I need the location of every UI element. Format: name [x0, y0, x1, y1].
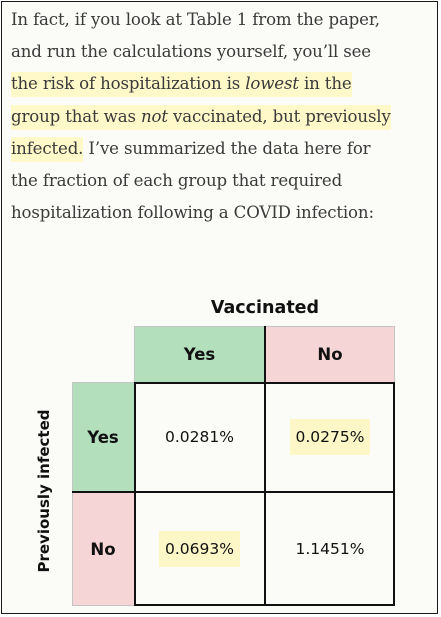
- paragraph-line-4-start: group that was: [11, 106, 141, 126]
- highlighted-text: infected.: [11, 136, 83, 162]
- value-no-no: 1.1451%: [295, 540, 365, 558]
- cell-yes-no: 0.0275%: [265, 382, 395, 492]
- paragraph-line-1: In fact, if you look at Table 1 from the…: [11, 10, 380, 29]
- header-border: [134, 326, 135, 382]
- previously-infected-row-title: Previously infected: [35, 409, 53, 573]
- cell-no-yes: 0.0693%: [134, 492, 265, 606]
- value-yes-no: 0.0275%: [289, 419, 371, 455]
- header-infected-no: No: [72, 492, 134, 606]
- paragraph-line-3: the risk of hospitalization is lowest in…: [11, 68, 436, 100]
- emphasis-not: not: [140, 106, 168, 126]
- cell-yes-yes: 0.0281%: [134, 382, 265, 492]
- value-yes-yes: 0.0281%: [165, 428, 234, 446]
- paragraph-line-2: and run the calculations yourself, you’l…: [11, 42, 371, 62]
- paragraph-line-6: the fraction of each group that required: [11, 170, 343, 190]
- paragraph-line-4-end: vaccinated, but previously: [167, 106, 391, 126]
- value-no-yes: 0.0693%: [159, 531, 240, 567]
- header-infected-yes: Yes: [72, 382, 134, 492]
- paragraph-line-7: hospitalization following a COVID infect…: [11, 203, 374, 223]
- highlighted-text: the risk of hospitalization is lowest in…: [11, 72, 352, 98]
- highlighted-text: group that was not vaccinated, but previ…: [11, 104, 391, 130]
- paragraph-line-5: infected. I’ve summarized the data here …: [11, 133, 436, 165]
- grid-divider-vertical: [264, 326, 266, 606]
- article-paragraph: In fact, if you look at Table 1 from the…: [11, 4, 436, 229]
- header-border: [72, 382, 73, 606]
- paragraph-line-3-end: in the: [298, 74, 352, 94]
- header-border: [72, 382, 134, 383]
- header-border: [394, 326, 395, 382]
- vaccinated-column-title: Vaccinated: [210, 298, 320, 318]
- paragraph-line-5-rest: I’ve summarized the data here for: [83, 138, 371, 158]
- header-vaccinated-no: No: [265, 326, 395, 382]
- paragraph-line-3-start: the risk of hospitalization is: [11, 74, 246, 94]
- emphasis-lowest: lowest: [245, 74, 299, 94]
- cell-no-no: 1.1451%: [265, 492, 395, 606]
- header-vaccinated-yes: Yes: [134, 326, 265, 382]
- grid-divider-horizontal: [72, 491, 395, 493]
- header-border: [72, 605, 134, 606]
- paragraph-line-4: group that was not vaccinated, but previ…: [11, 101, 436, 133]
